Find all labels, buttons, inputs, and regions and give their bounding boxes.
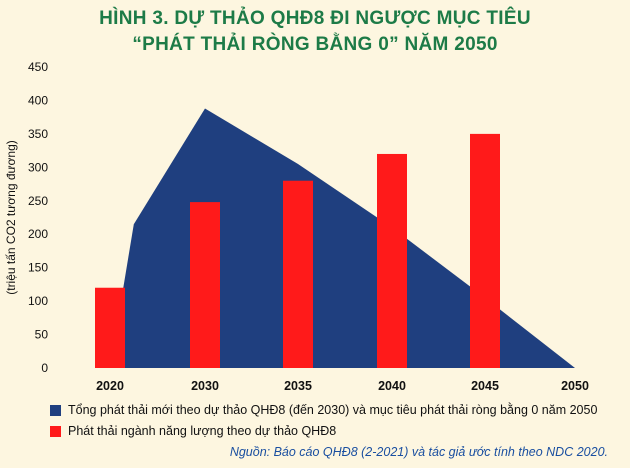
x-tick-label: 2050 — [561, 379, 589, 390]
source-note: Nguồn: Báo cáo QHĐ8 (2-2021) và tác giả … — [229, 445, 608, 459]
area-series-shape — [110, 108, 575, 368]
x-tick-label: 2045 — [471, 379, 499, 390]
chart-canvas: 0 50 100 150 200 250 300 350 400 450 2020 2030 2035 2… — [4, 60, 589, 390]
bar-2035 — [283, 180, 313, 368]
bar-2040 — [377, 153, 407, 368]
legend-swatch-area — [50, 404, 61, 416]
bar-2020 — [95, 287, 125, 368]
y-tick-label: 250 — [28, 194, 48, 208]
legend-label-area: Tổng phát thải mới theo dự thảo QHĐ8 (đế… — [68, 403, 598, 417]
x-tick-label: 2020 — [96, 379, 124, 390]
y-tick-label: 450 — [28, 60, 48, 74]
y-tick-label: 50 — [35, 328, 49, 342]
x-tick-label: 2030 — [191, 379, 219, 390]
x-tick-label: 2035 — [284, 379, 312, 390]
y-tick-label: 100 — [28, 294, 48, 308]
legend-item-bar: Phát thải ngành năng lượng theo dự thảo … — [50, 424, 336, 438]
legend-swatch-bar — [50, 425, 61, 437]
legend-label-bar: Phát thải ngành năng lượng theo dự thảo … — [68, 424, 337, 438]
y-axis-label: (triệu tấn CO2 tương đương) — [4, 140, 18, 295]
y-tick-label: 150 — [28, 261, 48, 275]
y-tick-label: 300 — [28, 160, 48, 174]
y-tick-label: 350 — [28, 127, 48, 141]
bar-2030 — [190, 202, 220, 368]
chart-title-line2: “PHÁT THẢI RÒNG BẰNG 0” NĂM 2050 — [132, 34, 498, 55]
legend-item-area: Tổng phát thải mới theo dự thảo QHĐ8 (đế… — [50, 403, 597, 417]
bar-2045 — [470, 133, 500, 368]
y-tick-label: 400 — [28, 93, 48, 107]
y-tick-label: 200 — [28, 227, 48, 241]
y-tick-label: 0 — [41, 361, 48, 375]
x-tick-label: 2040 — [378, 379, 406, 390]
chart-title-line1: HÌNH 3. DỰ THẢO QHĐ8 ĐI NGƯỢC MỤC TIÊU — [99, 8, 531, 29]
